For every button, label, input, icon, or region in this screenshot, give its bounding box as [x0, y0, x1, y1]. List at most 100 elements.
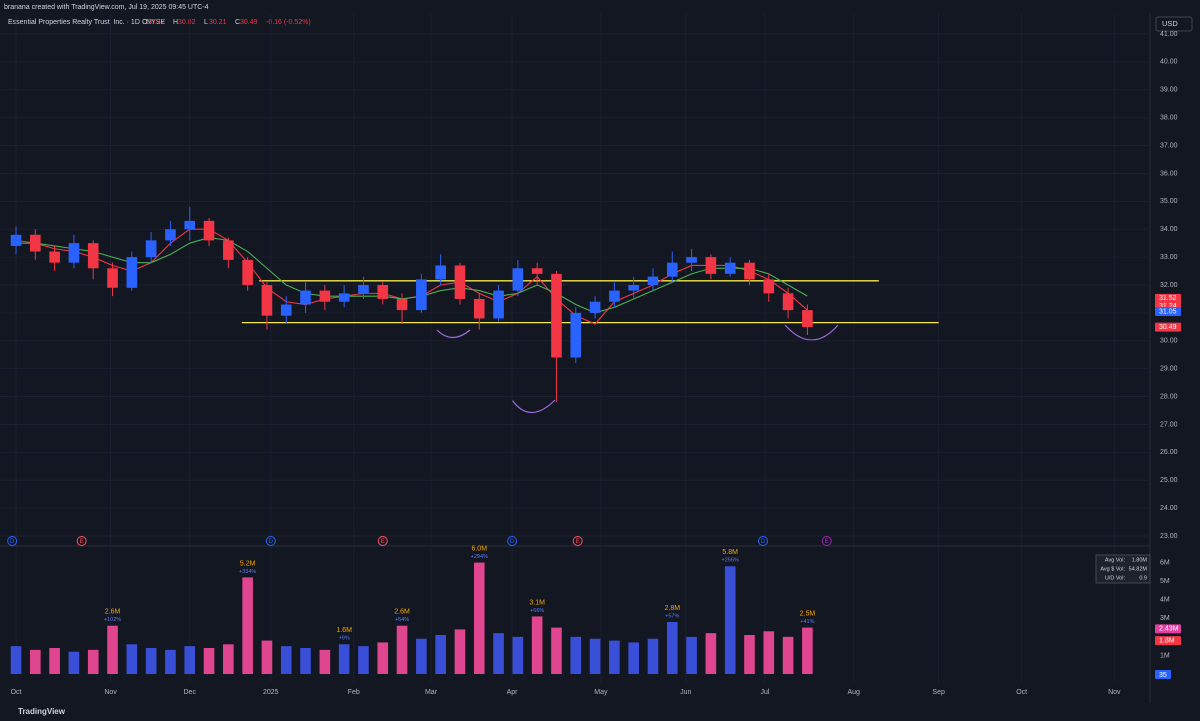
- candle-body: [165, 229, 176, 241]
- candle-body: [570, 312, 582, 358]
- volume-label: 2.6M: [105, 609, 121, 616]
- x-tick-label: May: [594, 689, 608, 696]
- volume-bar: [300, 648, 311, 674]
- price-label: 31.24: [1159, 303, 1177, 310]
- annotation-arc: [511, 399, 556, 414]
- volume-bar: [280, 646, 292, 674]
- event-marker: [265, 536, 276, 546]
- currency: USD: [1162, 19, 1178, 28]
- event-label: D: [10, 539, 15, 545]
- volume-bar: [647, 638, 659, 674]
- candle-body: [68, 243, 80, 263]
- candle-body: [666, 262, 678, 277]
- y-tick-label: 27.00: [1160, 421, 1178, 428]
- volume-label: 1.6M: [336, 627, 352, 634]
- volume-bar: [358, 646, 369, 674]
- symbol: Essential Properties Realty Trust, Inc. …: [8, 19, 165, 26]
- stats-value: 54.82M: [1129, 566, 1148, 572]
- stats-box: [1095, 554, 1151, 584]
- y-tick-label: 24.00: [1160, 505, 1178, 512]
- volume-axis-box: [1155, 624, 1181, 634]
- ohlc-key: H: [173, 19, 178, 26]
- volume-change: +294%: [471, 554, 488, 560]
- candle-body: [358, 285, 369, 294]
- candle-body: [242, 259, 253, 285]
- candle-body: [126, 257, 138, 288]
- event-label: E: [576, 539, 580, 545]
- x-tick-label: Sep: [932, 689, 945, 696]
- volume-change: +256%: [722, 558, 739, 564]
- volume-bar: [763, 631, 775, 674]
- volume-bar: [261, 640, 273, 674]
- change: -0.16 (-0.52%): [266, 19, 311, 26]
- volume-bar: [338, 644, 350, 674]
- event-label: D: [269, 539, 274, 545]
- footer-bar: [0, 703, 1200, 721]
- price-label: 31.52: [1159, 295, 1177, 302]
- event-marker: [572, 536, 583, 546]
- volume-change: +102%: [104, 617, 121, 623]
- annotation-arc: [784, 324, 839, 341]
- y-tick-label: 28.00: [1160, 393, 1178, 400]
- x-tick-label: Oct: [11, 689, 22, 696]
- count-label: 35: [1159, 672, 1167, 679]
- price-label: 30.49: [1159, 324, 1177, 331]
- volume-bar: [416, 638, 427, 674]
- candle-body: [454, 265, 466, 299]
- x-tick-label: Feb: [348, 689, 360, 696]
- volume-bar: [782, 636, 794, 674]
- volume-tick-label: 5M: [1160, 578, 1170, 585]
- candle-body: [763, 279, 775, 294]
- volume-label: 2.5M: [800, 610, 816, 617]
- event-marker: [757, 536, 768, 546]
- event-marker: [821, 536, 832, 546]
- y-tick-label: 40.00: [1160, 59, 1178, 66]
- event-label: E: [825, 539, 829, 545]
- candle-body: [802, 310, 813, 328]
- candle-body: [609, 290, 620, 302]
- volume-bar: [49, 648, 60, 674]
- volume-bar: [686, 636, 697, 674]
- candle-body: [493, 290, 504, 319]
- volume-tick-label: 6M: [1160, 559, 1170, 566]
- volume-bar: [145, 648, 157, 674]
- candle-body: [705, 257, 717, 274]
- candle-body: [49, 251, 60, 263]
- volume-bar: [319, 649, 331, 674]
- candle-body: [396, 298, 408, 311]
- stats-value: 0.9: [1139, 575, 1147, 581]
- price-label: 31.05: [1159, 308, 1177, 315]
- candle-body: [280, 304, 292, 316]
- candle-body: [724, 262, 736, 274]
- volume-bar: [802, 627, 813, 674]
- volume-bar: [242, 577, 253, 674]
- price-label-box: [1155, 293, 1181, 303]
- candle-body: [551, 273, 562, 358]
- event-marker: [76, 536, 87, 546]
- volume-bar: [724, 566, 736, 674]
- volume-bar: [609, 640, 620, 674]
- x-tick-label: Jul: [760, 689, 769, 696]
- volume-bar: [473, 562, 485, 674]
- candle-body: [628, 285, 639, 291]
- y-tick-label: 34.00: [1160, 226, 1178, 233]
- event-marker: [7, 536, 18, 546]
- x-tick-label: 2025: [263, 689, 279, 696]
- ohlc-value: 30.82: [178, 19, 196, 26]
- stats-value: 1.80M: [1132, 557, 1148, 563]
- volume-bar: [493, 633, 504, 674]
- x-tick-label: Dec: [184, 689, 197, 696]
- x-tick-label: Nov: [1108, 689, 1121, 696]
- candle-body: [203, 220, 215, 241]
- volume-bar: [203, 648, 215, 674]
- y-tick-label: 41.00: [1160, 31, 1178, 38]
- volume-change: +334%: [239, 569, 256, 575]
- candle-body: [10, 234, 22, 246]
- volume-bar: [30, 649, 41, 674]
- volume-change: +9%: [339, 636, 350, 642]
- event-marker: [377, 536, 388, 546]
- volume-bar: [666, 622, 678, 674]
- volume-tick-label: 4M: [1160, 597, 1170, 604]
- y-tick-label: 30.00: [1160, 338, 1178, 345]
